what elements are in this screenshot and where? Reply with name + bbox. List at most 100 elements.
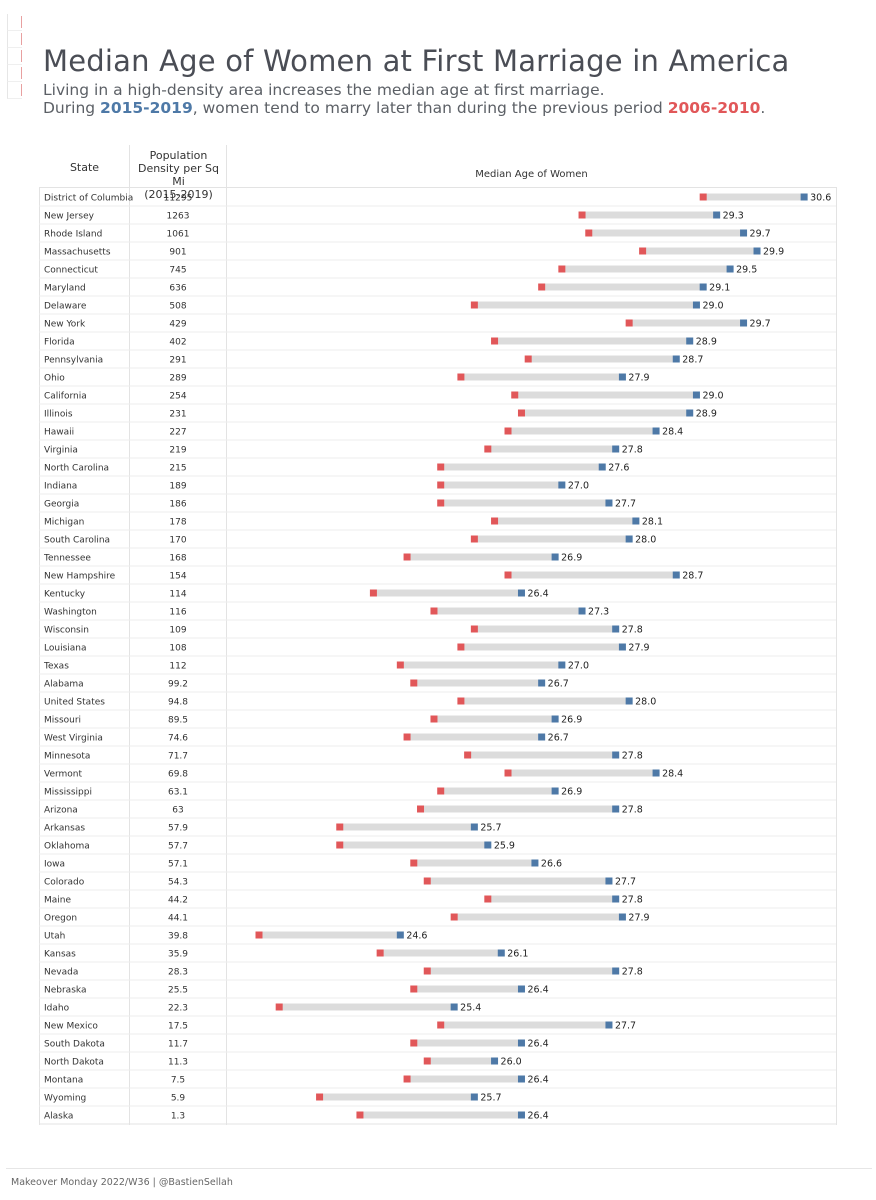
range-bar xyxy=(440,463,603,471)
marker-2006-2010 xyxy=(491,337,499,345)
range-bar xyxy=(508,769,657,777)
density-value: 7.5 xyxy=(171,1076,185,1086)
marker-2015-2019 xyxy=(531,859,539,867)
range-bar xyxy=(454,913,623,921)
marker-2015-2019 xyxy=(538,679,546,687)
density-value: 54.3 xyxy=(168,878,188,888)
state-label: Colorado xyxy=(44,878,85,888)
marker-2006-2010 xyxy=(430,607,438,615)
marker-2006-2010 xyxy=(423,877,431,885)
marker-2006-2010 xyxy=(504,427,512,435)
marker-2006-2010 xyxy=(423,967,431,975)
marker-2006-2010 xyxy=(437,481,445,489)
range-bar xyxy=(588,229,744,237)
marker-2006-2010 xyxy=(410,1039,418,1047)
marker-2015-2019 xyxy=(625,697,633,705)
range-bar xyxy=(433,607,583,615)
data-label-2015-2019: 28.1 xyxy=(642,517,663,528)
data-label-2015-2019: 27.8 xyxy=(622,445,643,456)
range-bar xyxy=(460,643,623,651)
marker-2006-2010 xyxy=(410,985,418,993)
side-toolbar-marks xyxy=(7,14,22,102)
state-label: Maine xyxy=(44,896,71,906)
marker-2006-2010 xyxy=(457,373,465,381)
state-label: Nebraska xyxy=(44,986,86,996)
range-bar xyxy=(528,355,677,363)
density-value: 745 xyxy=(169,266,186,276)
density-value: 94.8 xyxy=(168,698,188,708)
state-label: Montana xyxy=(44,1076,83,1086)
density-value: 215 xyxy=(169,464,186,474)
side-mark xyxy=(7,31,22,48)
density-value: 35.9 xyxy=(168,950,188,960)
marker-2006-2010 xyxy=(423,1057,431,1065)
range-bar xyxy=(279,1003,455,1011)
marker-2015-2019 xyxy=(396,931,404,939)
density-value: 44.2 xyxy=(168,896,188,906)
data-label-2015-2019: 27.8 xyxy=(622,895,643,906)
range-bar xyxy=(440,499,609,507)
density-value: 63 xyxy=(172,806,183,816)
marker-2006-2010 xyxy=(336,841,344,849)
state-label: Michigan xyxy=(44,518,84,528)
density-value: 109 xyxy=(169,626,186,636)
density-header-line: Population xyxy=(149,149,208,162)
marker-2006-2010 xyxy=(410,859,418,867)
density-value: 89.5 xyxy=(168,716,188,726)
period-2015-2019-label: 2015-2019 xyxy=(100,99,193,117)
data-label-2015-2019: 29.0 xyxy=(702,301,723,312)
density-value: 186 xyxy=(169,500,186,510)
data-label-2015-2019: 27.8 xyxy=(622,625,643,636)
data-label-2015-2019: 24.6 xyxy=(406,931,427,942)
data-label-2015-2019: 26.4 xyxy=(527,985,548,996)
marker-2006-2010 xyxy=(437,1021,445,1029)
subtitle-text: . xyxy=(760,99,766,117)
state-label: Virginia xyxy=(44,446,78,456)
marker-2015-2019 xyxy=(484,841,492,849)
marker-2006-2010 xyxy=(470,625,478,633)
marker-2006-2010 xyxy=(504,769,512,777)
marker-2006-2010 xyxy=(403,553,411,561)
density-value: 44.1 xyxy=(168,914,188,924)
density-value: 114 xyxy=(169,590,186,600)
marker-2015-2019 xyxy=(699,283,707,291)
range-bar xyxy=(474,625,616,633)
density-value: 99.2 xyxy=(168,680,188,690)
range-bar xyxy=(339,841,488,849)
state-label: Mississippi xyxy=(44,788,92,798)
footer-credit: Makeover Monday 2022/W36 | @BastienSella… xyxy=(11,1177,233,1188)
density-value: 112 xyxy=(169,662,186,672)
density-value: 289 xyxy=(169,374,186,384)
data-label-2015-2019: 25.4 xyxy=(460,1003,481,1014)
density-value: 170 xyxy=(169,536,186,546)
range-bar xyxy=(413,679,542,687)
marker-2015-2019 xyxy=(517,1111,525,1119)
marker-2006-2010 xyxy=(517,409,525,417)
state-label: Wyoming xyxy=(44,1094,86,1104)
marker-2006-2010 xyxy=(450,913,458,921)
density-value: 429 xyxy=(169,320,186,330)
column-header-state: State xyxy=(69,161,100,174)
marker-2006-2010 xyxy=(430,715,438,723)
marker-2015-2019 xyxy=(551,715,559,723)
marker-2015-2019 xyxy=(470,1093,478,1101)
data-label-2015-2019: 26.9 xyxy=(561,787,582,798)
range-bar xyxy=(407,553,556,561)
state-label: Louisiana xyxy=(44,644,87,654)
range-bar xyxy=(460,697,630,705)
data-label-2015-2019: 27.9 xyxy=(628,643,649,654)
range-bar xyxy=(642,247,758,255)
range-bar xyxy=(413,859,535,867)
range-bar xyxy=(494,337,690,345)
data-label-2015-2019: 26.9 xyxy=(561,553,582,564)
side-mark xyxy=(7,48,22,65)
range-bar xyxy=(380,949,502,957)
state-label: South Dakota xyxy=(44,1040,105,1050)
density-value: 28.3 xyxy=(168,968,188,978)
data-label-2015-2019: 27.7 xyxy=(615,877,636,888)
marker-2015-2019 xyxy=(605,877,613,885)
marker-2015-2019 xyxy=(605,1021,613,1029)
marker-2006-2010 xyxy=(396,661,404,669)
marker-2015-2019 xyxy=(538,733,546,741)
table-border-right xyxy=(836,187,837,1125)
